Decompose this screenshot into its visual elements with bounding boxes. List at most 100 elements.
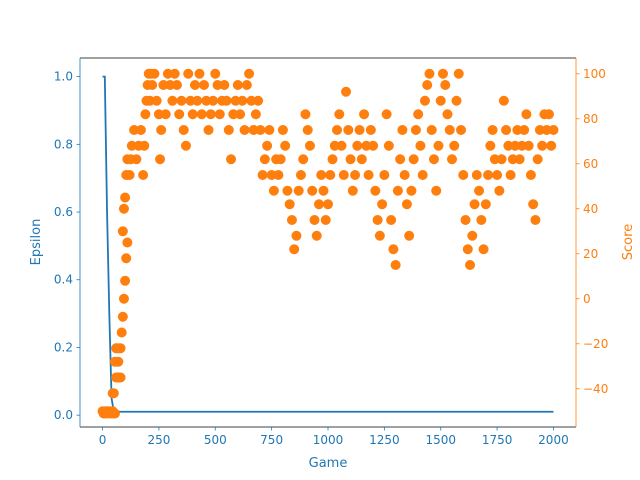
score-point <box>264 125 275 135</box>
score-point <box>417 170 428 180</box>
score-point <box>537 140 548 151</box>
score-point <box>174 109 185 120</box>
x-axis: 0 250 500 750 1000 1250 1500 1750 2000 <box>99 427 569 447</box>
score-point <box>390 260 401 270</box>
score-point <box>435 95 446 106</box>
score-point <box>160 109 171 120</box>
score-point <box>325 170 336 180</box>
score-point <box>388 244 399 255</box>
score-point <box>244 68 255 79</box>
score-point <box>456 125 467 135</box>
y-right-tick-label: 80 <box>583 112 598 126</box>
y-right-tick-label: −40 <box>583 382 608 396</box>
score-point <box>410 125 421 135</box>
y-left-tick-label: 0.4 <box>54 273 73 287</box>
score-point <box>370 185 381 196</box>
score-point <box>203 125 214 135</box>
score-point <box>437 68 448 79</box>
score-point <box>277 125 288 135</box>
score-series <box>97 68 559 419</box>
score-point <box>363 170 374 180</box>
score-point <box>140 109 151 120</box>
score-point <box>374 230 385 241</box>
score-point <box>483 170 494 180</box>
score-point <box>187 109 198 120</box>
score-point <box>485 140 496 151</box>
x-tick-label: 2000 <box>538 433 569 447</box>
score-point <box>426 125 437 135</box>
score-point <box>232 80 243 90</box>
score-point <box>219 80 230 90</box>
score-point <box>309 215 320 225</box>
score-point <box>147 80 158 90</box>
score-point <box>318 185 329 196</box>
x-tick-label: 0 <box>99 433 107 447</box>
score-point <box>169 68 180 79</box>
score-point <box>139 140 150 151</box>
score-point <box>323 199 333 210</box>
score-point <box>199 80 209 90</box>
score-point <box>408 154 419 165</box>
score-point <box>280 140 291 151</box>
score-point <box>121 253 132 264</box>
score-point <box>237 95 248 106</box>
score-point <box>386 215 397 225</box>
score-point <box>167 95 178 106</box>
score-point <box>183 68 194 79</box>
score-point <box>259 154 270 165</box>
score-point <box>428 154 439 165</box>
score-point <box>336 140 347 151</box>
score-point <box>505 170 516 180</box>
score-point <box>257 170 268 180</box>
score-point <box>282 185 293 196</box>
score-point <box>368 140 379 151</box>
score-point <box>116 327 127 338</box>
score-point <box>478 244 489 255</box>
score-point <box>316 170 327 180</box>
score-point <box>214 109 225 120</box>
score-point <box>350 170 361 180</box>
score-point <box>109 408 120 419</box>
score-point <box>295 170 306 180</box>
score-point <box>291 230 302 241</box>
score-point <box>289 244 300 255</box>
y-right-tick-label: 0 <box>583 292 591 306</box>
score-point <box>449 140 460 151</box>
score-point <box>424 68 435 79</box>
y-right-tick-label: −20 <box>583 337 608 351</box>
score-point <box>343 125 354 135</box>
score-point <box>286 215 297 225</box>
score-point <box>469 199 480 210</box>
score-point <box>399 170 410 180</box>
score-point <box>433 140 444 151</box>
x-tick-label: 1250 <box>369 433 400 447</box>
score-point <box>356 154 367 165</box>
score-point <box>395 154 406 165</box>
score-point <box>118 203 129 214</box>
score-point <box>205 109 216 120</box>
plot-area <box>80 58 576 427</box>
score-point <box>275 154 286 165</box>
score-point <box>440 80 451 90</box>
score-point <box>332 125 343 135</box>
score-point <box>406 185 417 196</box>
score-point <box>210 68 221 79</box>
score-point <box>492 170 503 180</box>
score-point <box>381 109 392 120</box>
score-point <box>442 109 453 120</box>
score-point <box>226 154 237 165</box>
score-point <box>131 154 142 165</box>
y-left-tick-label: 1.0 <box>54 70 73 84</box>
score-point <box>462 244 473 255</box>
score-point <box>453 68 464 79</box>
score-point <box>530 215 541 225</box>
score-point <box>262 140 273 151</box>
score-point <box>124 170 135 180</box>
score-point <box>194 68 205 79</box>
y-right-tick-label: 100 <box>583 67 606 81</box>
x-tick-label: 500 <box>204 433 227 447</box>
score-point <box>498 95 509 106</box>
score-point <box>480 199 491 210</box>
score-point <box>519 125 530 135</box>
